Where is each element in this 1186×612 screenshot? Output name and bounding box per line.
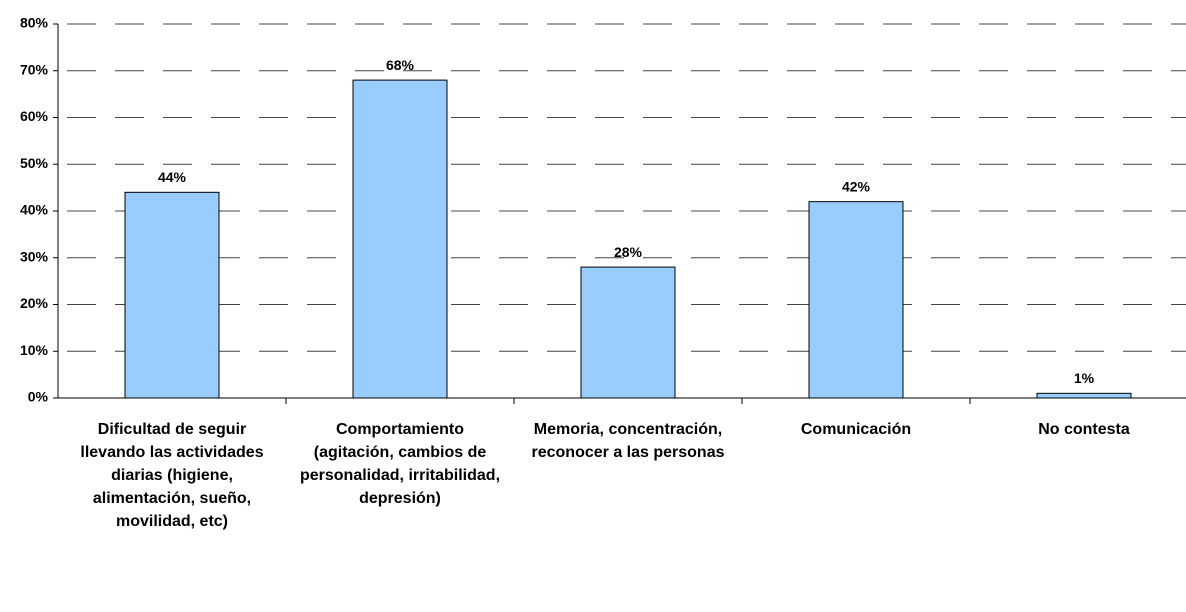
y-tick-label: 40% xyxy=(20,202,49,218)
y-tick-label: 10% xyxy=(20,342,49,358)
data-label: 1% xyxy=(1074,370,1095,386)
data-label: 28% xyxy=(614,244,643,260)
bar xyxy=(1036,392,1132,399)
x-tick-label: Comunicación xyxy=(801,421,911,438)
y-tick-label: 0% xyxy=(28,389,49,405)
bar xyxy=(580,266,676,399)
bar xyxy=(352,79,448,399)
x-tick-label: Memoria, concentración, reconocer a las p… xyxy=(532,421,725,461)
x-tick-label: Dificultad de seguir llevando las activid… xyxy=(80,421,263,530)
y-tick-label: 60% xyxy=(20,108,49,124)
y-tick-label: 20% xyxy=(20,295,49,311)
y-tick-label: 30% xyxy=(20,248,49,264)
data-label: 68% xyxy=(386,57,415,73)
data-label: 44% xyxy=(158,169,187,185)
y-tick-label: 50% xyxy=(20,155,49,171)
bar xyxy=(808,201,904,399)
y-tick-label: 80% xyxy=(20,15,49,31)
bar xyxy=(124,191,220,399)
y-tick-label: 70% xyxy=(20,61,49,77)
x-tick-label: No contesta xyxy=(1038,421,1130,438)
x-tick-label: Comportamiento (agitación, cambios de pers… xyxy=(300,421,500,507)
data-label: 42% xyxy=(842,178,871,194)
